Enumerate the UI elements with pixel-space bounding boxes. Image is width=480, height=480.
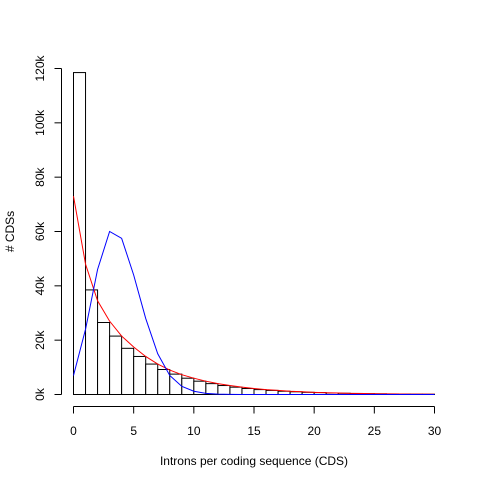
x-axis-ticks: 0 5 10 15 20 25 30 xyxy=(70,406,442,438)
y-tick-label: 60k xyxy=(33,221,47,241)
x-tick-label: 15 xyxy=(247,424,261,438)
y-tick-label: 40k xyxy=(33,275,47,295)
series-line-2 xyxy=(73,230,435,395)
x-tick-label: 0 xyxy=(70,424,77,438)
x-tick-label: 30 xyxy=(428,424,442,438)
histogram-bar xyxy=(265,389,279,395)
histogram-bar xyxy=(253,389,267,395)
histogram-bar xyxy=(181,377,195,396)
histogram-bars xyxy=(73,72,436,396)
x-tick-label: 10 xyxy=(187,424,201,438)
histogram-bar xyxy=(97,322,111,395)
histogram-bar xyxy=(241,388,255,396)
histogram-bar xyxy=(109,335,123,396)
histogram-bar xyxy=(205,383,219,395)
x-tick-label: 5 xyxy=(130,424,137,438)
x-axis-title: Introns per coding sequence (CDS) xyxy=(160,454,348,468)
histogram-bar xyxy=(121,347,135,396)
histogram-bar xyxy=(85,289,99,395)
y-tick-label: 20k xyxy=(33,329,47,349)
series-line-1 xyxy=(73,196,435,395)
x-tick-label: 25 xyxy=(368,424,382,438)
histogram-bar xyxy=(229,386,243,396)
y-axis-title: # CDSs xyxy=(3,211,17,252)
axes: 0 5 10 15 20 25 30 0k 20k 40k 60k 80k 100k 120k xyxy=(33,54,441,438)
y-tick-label: 120k xyxy=(33,54,47,81)
y-tick-label: 0k xyxy=(33,387,47,401)
histogram-bar xyxy=(217,385,231,396)
y-tick-label: 100k xyxy=(33,109,47,136)
histogram-bar xyxy=(133,355,147,396)
y-axis-ticks: 0k 20k 40k 60k 80k 100k 120k xyxy=(33,54,62,401)
series-lines xyxy=(73,196,435,395)
x-tick-label: 20 xyxy=(307,424,321,438)
histogram-bar xyxy=(145,363,159,395)
histogram-bar xyxy=(157,369,171,395)
y-tick-label: 80k xyxy=(33,166,47,186)
histogram-bar xyxy=(73,72,87,395)
